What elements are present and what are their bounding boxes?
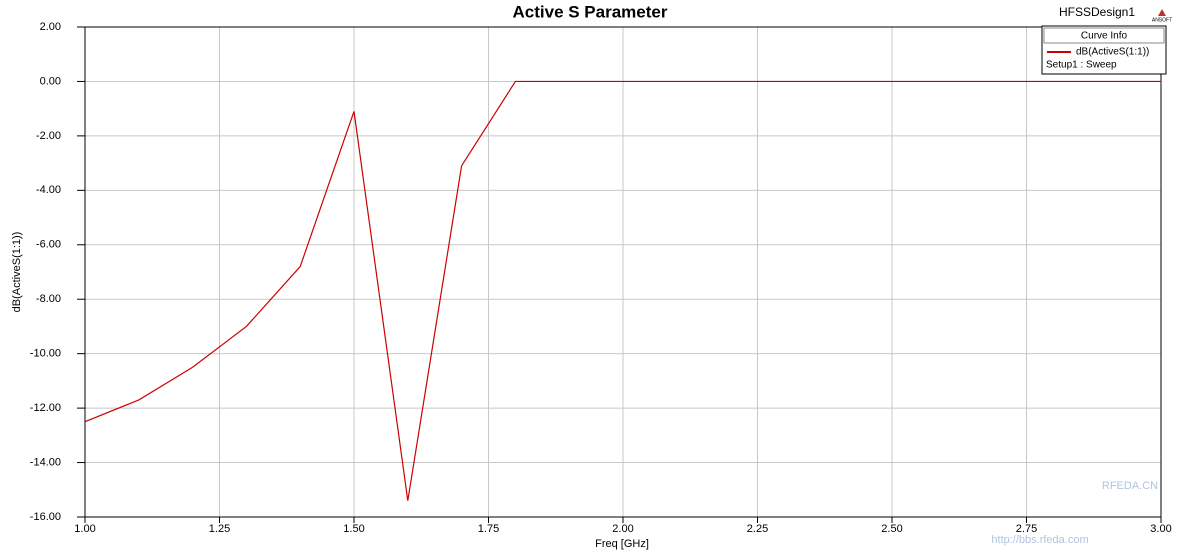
- logo: ANSOFT: [1152, 17, 1172, 23]
- x-tick-label: 3.00: [1150, 523, 1171, 535]
- x-axis-label: Freq [GHz]: [595, 538, 649, 550]
- y-tick-label: -12.00: [30, 402, 61, 414]
- y-tick-label: -8.00: [36, 293, 61, 305]
- watermark: RFEDA.CN: [1102, 480, 1158, 492]
- y-tick-label: 0.00: [40, 75, 61, 87]
- x-tick-label: 1.00: [74, 523, 95, 535]
- legend-subtitle: Setup1 : Sweep: [1046, 60, 1117, 71]
- x-tick-label: 2.25: [747, 523, 768, 535]
- y-tick-label: -16.00: [30, 511, 61, 523]
- y-tick-label: -14.00: [30, 456, 61, 468]
- y-tick-label: -6.00: [36, 239, 61, 251]
- plot-frame: [84, 26, 1162, 518]
- series-line: [84, 80, 1161, 501]
- chart-title: Active S Parameter: [513, 2, 668, 21]
- x-tick-label: 1.25: [209, 523, 230, 535]
- logo-icon: [1158, 9, 1166, 16]
- x-tick-label: 2.75: [1016, 523, 1037, 535]
- legend: Curve Info Setup1 : Sweep dB(ActiveS(1:1…: [1041, 25, 1167, 75]
- legend-label: dB(ActiveS(1:1)): [1076, 47, 1149, 58]
- y-tick-label: 2.00: [40, 21, 61, 33]
- legend-title: Curve Info: [1081, 31, 1128, 42]
- legend-header: [1043, 27, 1165, 44]
- watermark: http://bbs.rfeda.com: [991, 534, 1088, 546]
- x-tick-label: 1.50: [343, 523, 364, 535]
- y-tick-label: -10.00: [30, 348, 61, 360]
- y-axis-label: dB(ActiveS(1:1)): [11, 232, 23, 313]
- x-tick-label: 2.00: [612, 523, 633, 535]
- design-name: HFSSDesign1: [1059, 5, 1135, 19]
- x-tick-label: 1.75: [478, 523, 499, 535]
- y-tick-label: -2.00: [36, 130, 61, 142]
- x-tick-label: 2.50: [881, 523, 902, 535]
- y-tick-label: -4.00: [36, 184, 61, 196]
